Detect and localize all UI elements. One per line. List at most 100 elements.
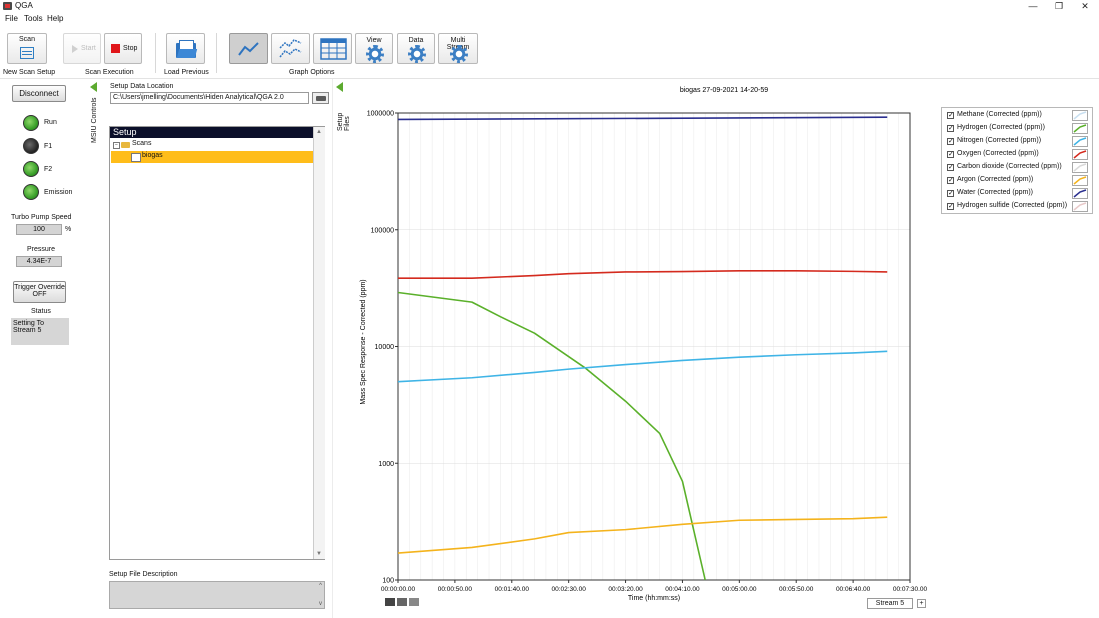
collapse-left-arrow-icon[interactable] bbox=[90, 82, 97, 92]
legend-item[interactable]: ✓ Oxygen (Corrected (ppm)) bbox=[942, 148, 1092, 161]
chart-gridlines bbox=[397, 112, 911, 581]
legend-checkbox[interactable]: ✓ bbox=[947, 190, 954, 197]
data-button[interactable]: Data bbox=[397, 33, 435, 64]
toolbar-divider bbox=[0, 78, 1099, 79]
view-button[interactable]: View bbox=[355, 33, 393, 64]
legend-checkbox[interactable]: ✓ bbox=[947, 138, 954, 145]
legend-label: Hydrogen sulfide (Corrected (ppm)) bbox=[957, 202, 1068, 209]
legend-item[interactable]: ✓ Hydrogen (Corrected (ppm)) bbox=[942, 122, 1092, 135]
tree-header: Setup bbox=[110, 127, 316, 138]
setup-description-field[interactable]: ^ v bbox=[109, 581, 325, 609]
legend-swatch[interactable] bbox=[1072, 149, 1088, 160]
zoom-area-icon[interactable] bbox=[397, 598, 407, 606]
setup-location-input[interactable]: C:\Users\jmelling\Documents\Hiden Analyt… bbox=[110, 92, 309, 104]
run-label: Run bbox=[44, 119, 57, 126]
collapse-setup-arrow-icon[interactable] bbox=[336, 82, 343, 92]
setup-tree[interactable]: Setup − Scans biogas ▲ ▼ bbox=[109, 126, 325, 560]
group-graph-options: Graph Options bbox=[289, 69, 335, 76]
load-previous-button[interactable] bbox=[166, 33, 205, 64]
run-indicator bbox=[23, 115, 39, 131]
legend-swatch[interactable] bbox=[1072, 162, 1088, 173]
pan-tool-icon[interactable] bbox=[409, 598, 419, 606]
legend-swatch[interactable] bbox=[1072, 110, 1088, 121]
stop-button[interactable]: Stop bbox=[104, 33, 142, 64]
emission-indicator bbox=[23, 184, 39, 200]
y-tick-label: 1000000 bbox=[367, 111, 394, 118]
zoom-tool-icon[interactable] bbox=[385, 598, 395, 606]
y-tick-label: 100 bbox=[382, 578, 394, 585]
x-tick-label: 00:07:30.00 bbox=[893, 586, 928, 593]
toolbar-separator bbox=[216, 33, 217, 73]
menu-file[interactable]: File bbox=[5, 14, 18, 23]
legend-item[interactable]: ✓ Water (Corrected (ppm)) bbox=[942, 187, 1092, 200]
legend-swatch[interactable] bbox=[1072, 136, 1088, 147]
toolbar-separator bbox=[155, 33, 156, 73]
legend-item[interactable]: ✓ Argon (Corrected (ppm)) bbox=[942, 174, 1092, 187]
table-view-button[interactable] bbox=[313, 33, 352, 64]
legend-swatch[interactable] bbox=[1072, 188, 1088, 199]
menu-help[interactable]: Help bbox=[47, 14, 64, 23]
legend-checkbox[interactable]: ✓ bbox=[947, 125, 954, 132]
legend-swatch[interactable] bbox=[1072, 123, 1088, 134]
folder-icon bbox=[121, 142, 130, 148]
line-graph-icon bbox=[238, 42, 259, 56]
setup-location-label: Setup Data Location bbox=[110, 83, 174, 90]
scan-window-icon bbox=[20, 47, 34, 59]
series-line-nitrogen bbox=[397, 350, 888, 383]
legend-label: Argon (Corrected (ppm)) bbox=[957, 176, 1034, 183]
menu-tools[interactable]: Tools bbox=[24, 14, 43, 23]
legend-label: Nitrogen (Corrected (ppm)) bbox=[957, 137, 1042, 144]
tree-folder-scans[interactable]: Scans bbox=[132, 140, 152, 147]
file-icon bbox=[131, 153, 141, 162]
legend-checkbox[interactable]: ✓ bbox=[947, 177, 954, 184]
window-title: QGA bbox=[15, 1, 33, 10]
chart-legend: ✓ Methane (Corrected (ppm)) ✓ Hydrogen (Cor… bbox=[941, 107, 1093, 214]
legend-label: Carbon dioxide (Corrected (ppm)) bbox=[957, 163, 1062, 170]
multi-graph-icon bbox=[279, 39, 302, 58]
x-tick-label: 00:06:40.00 bbox=[836, 586, 871, 593]
tree-item-selected[interactable]: biogas bbox=[111, 151, 313, 163]
multi-stream-button[interactable]: Multi Stream bbox=[438, 33, 478, 64]
legend-item[interactable]: ✓ Hydrogen sulfide (Corrected (ppm)) bbox=[942, 200, 1092, 213]
restore-button[interactable]: ❐ bbox=[1054, 1, 1064, 11]
close-button[interactable]: ✕ bbox=[1081, 1, 1089, 11]
scan-button[interactable]: Scan bbox=[7, 33, 47, 64]
tree-scrollbar[interactable]: ▲ ▼ bbox=[313, 127, 325, 559]
chart-area[interactable]: biogas 27-09-2021 14-20-59 1001000100001… bbox=[340, 80, 940, 618]
line-graph-button[interactable] bbox=[229, 33, 268, 64]
legend-item[interactable]: ✓ Nitrogen (Corrected (ppm)) bbox=[942, 135, 1092, 148]
legend-swatch[interactable] bbox=[1072, 175, 1088, 186]
disconnect-button[interactable]: Disconnect bbox=[12, 85, 66, 102]
legend-item[interactable]: ✓ Methane (Corrected (ppm)) bbox=[942, 109, 1092, 122]
open-folder-icon bbox=[176, 40, 198, 58]
play-icon bbox=[72, 45, 78, 53]
legend-checkbox[interactable]: ✓ bbox=[947, 203, 954, 210]
tree-item-biogas: biogas bbox=[142, 152, 163, 159]
legend-swatch[interactable] bbox=[1072, 201, 1088, 212]
group-new-scan-setup: New Scan Setup bbox=[3, 69, 56, 76]
legend-checkbox[interactable]: ✓ bbox=[947, 151, 954, 158]
y-axis-label: Mass Spec Response - Corrected (ppm) bbox=[360, 279, 367, 404]
x-tick-label: 00:00:00.00 bbox=[381, 586, 416, 593]
series-line-water bbox=[397, 116, 888, 121]
y-tick-labels: 100 1000 10000 100000 1000000 bbox=[367, 111, 398, 585]
stream-increment-button[interactable]: + bbox=[917, 599, 926, 608]
start-button[interactable]: Start bbox=[63, 33, 101, 64]
trigger-override-button[interactable]: Trigger Override OFF bbox=[13, 281, 66, 303]
group-load-previous: Load Previous bbox=[164, 69, 209, 76]
x-tick-labels: 00:00:00.00 00:00:50.00 00:01:40.00 00:02:3… bbox=[381, 580, 928, 593]
chart-title: biogas 27-09-2021 14-20-59 bbox=[680, 87, 768, 94]
legend-checkbox[interactable]: ✓ bbox=[947, 112, 954, 119]
browse-button[interactable] bbox=[312, 92, 329, 104]
legend-checkbox[interactable]: ✓ bbox=[947, 164, 954, 171]
tree-collapse-icon[interactable]: − bbox=[113, 142, 120, 149]
setup-description-label: Setup File Description bbox=[109, 571, 178, 578]
msiu-controls-tab[interactable]: MSIU Controls bbox=[91, 97, 98, 143]
stream-selector[interactable]: Stream 5 bbox=[867, 598, 913, 609]
minimize-button[interactable]: — bbox=[1028, 1, 1038, 11]
scan-label: Scan bbox=[19, 36, 35, 43]
legend-label: Methane (Corrected (ppm)) bbox=[957, 111, 1042, 118]
multi-graph-button[interactable] bbox=[271, 33, 310, 64]
series-line-argon bbox=[397, 516, 888, 554]
legend-item[interactable]: ✓ Carbon dioxide (Corrected (ppm)) bbox=[942, 161, 1092, 174]
